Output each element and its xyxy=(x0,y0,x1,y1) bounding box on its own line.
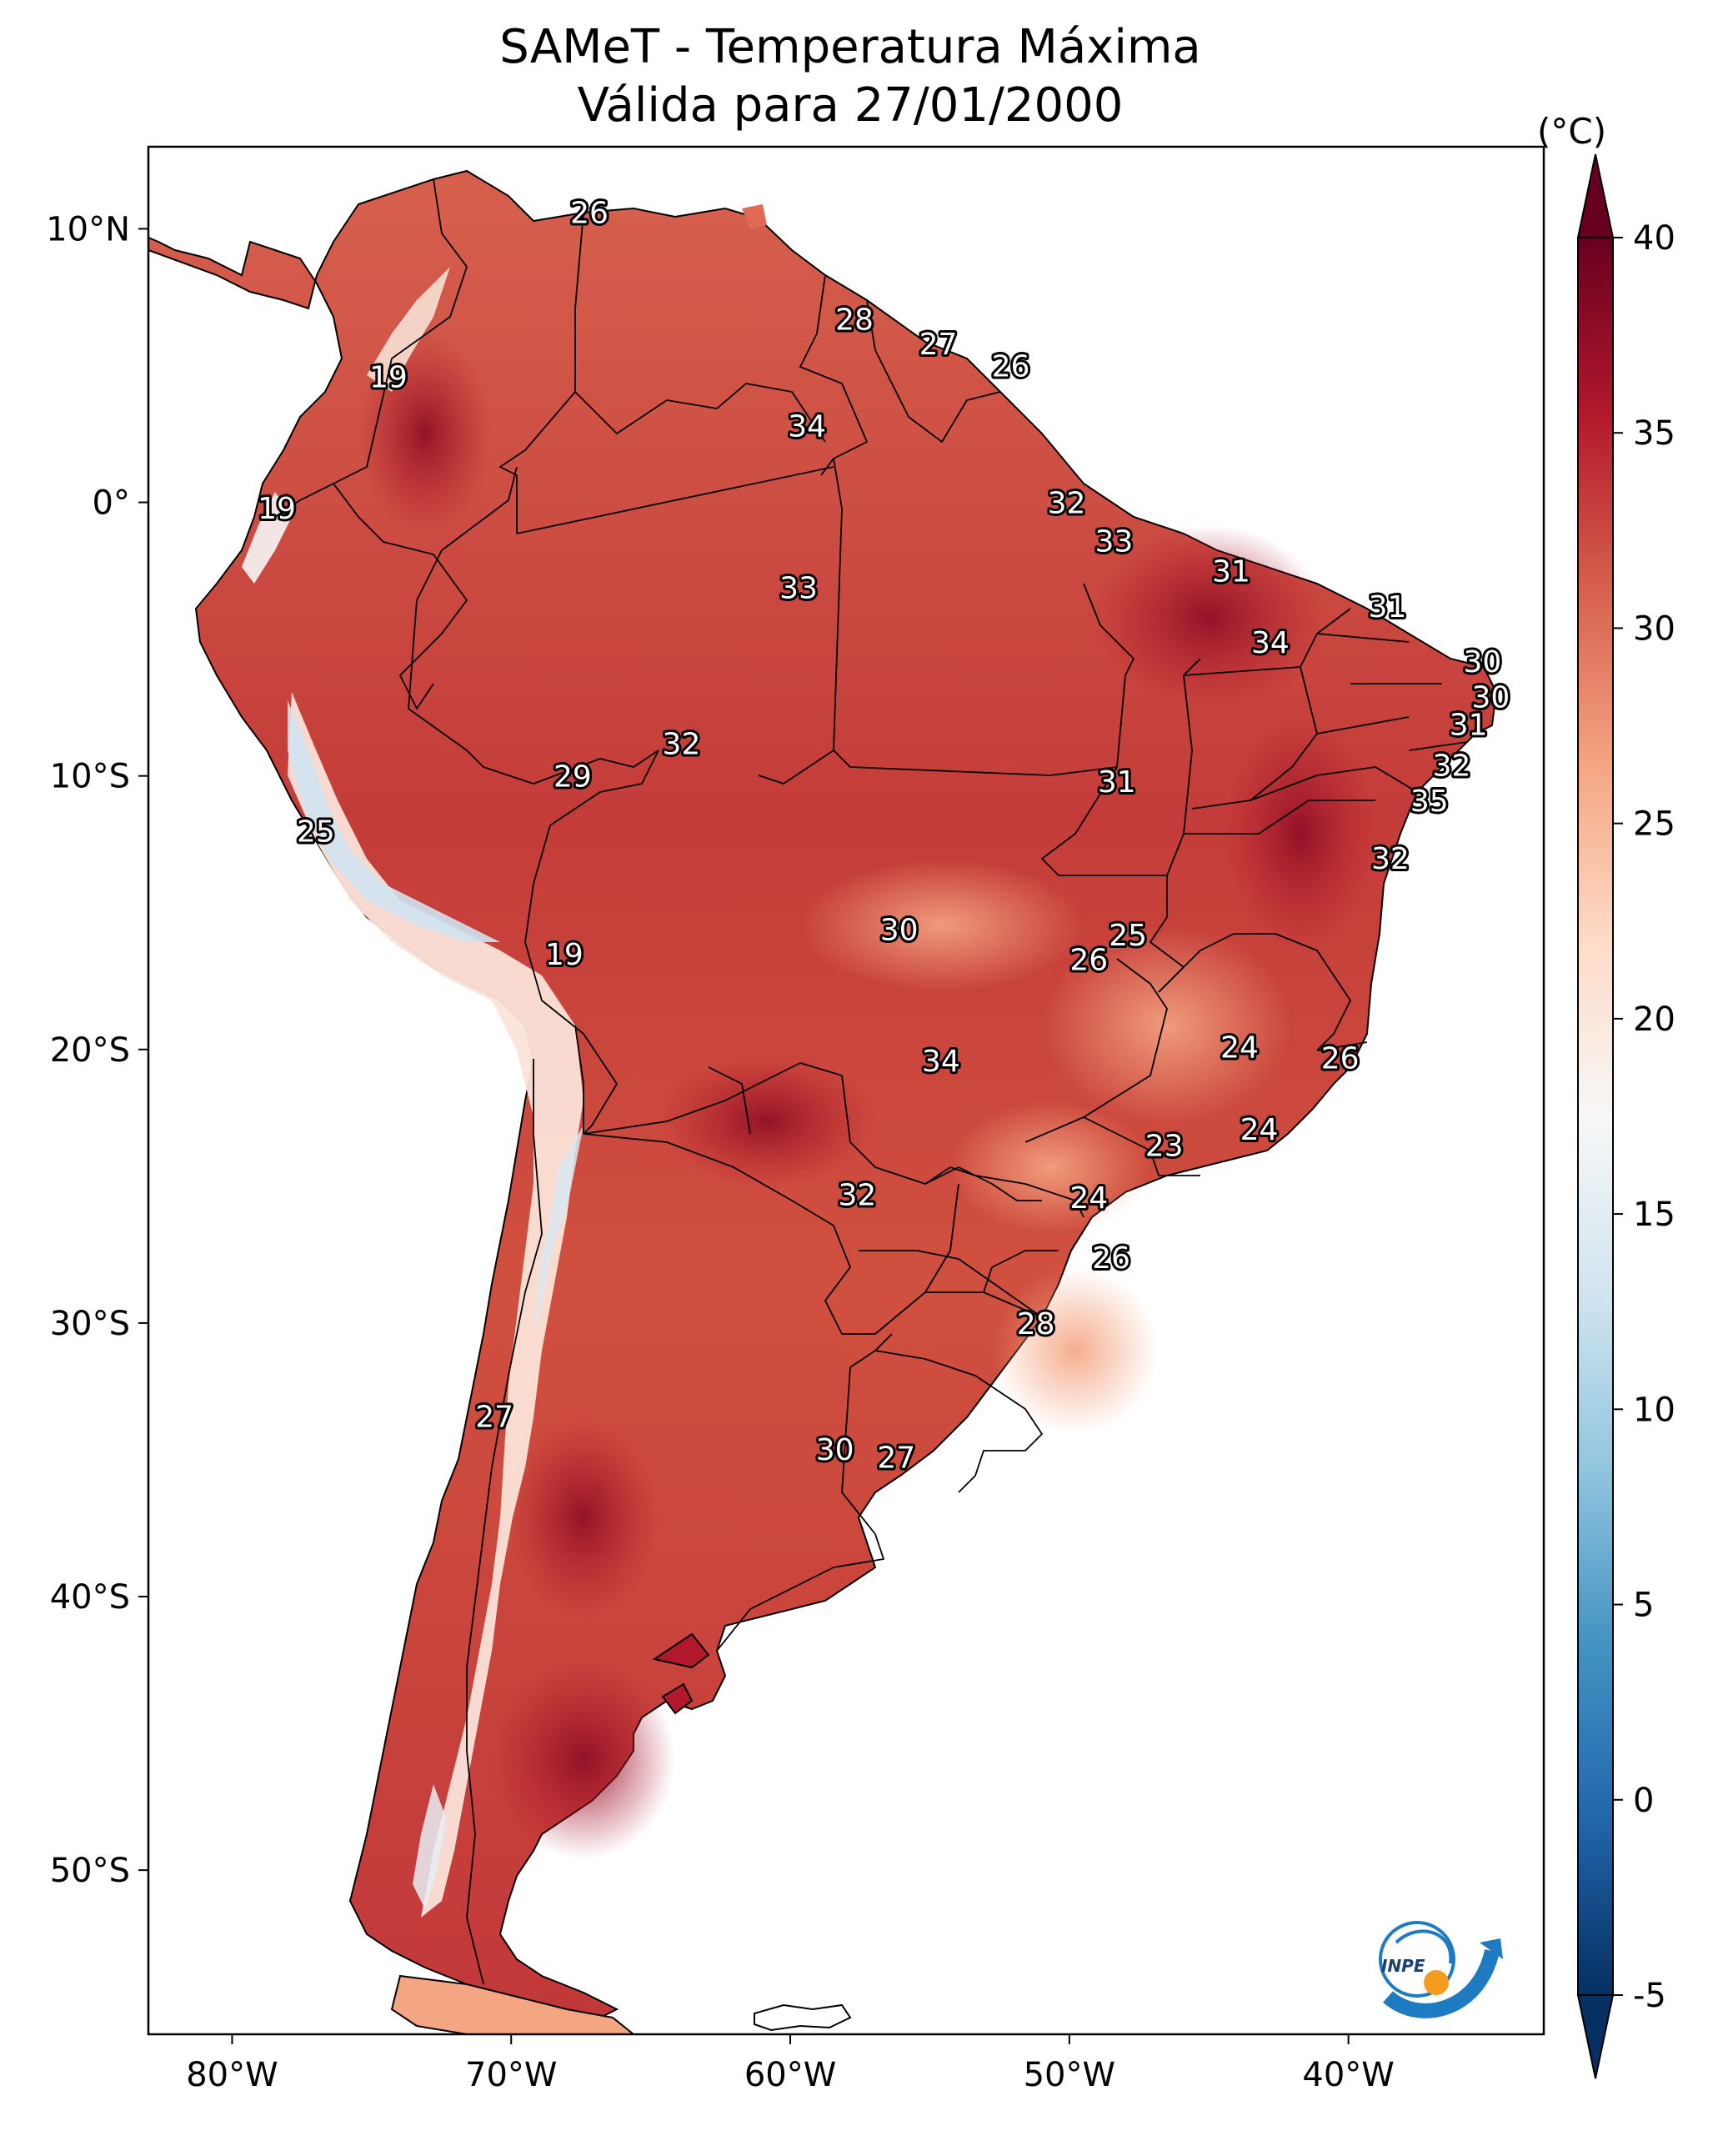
colorbar-unit-label: (°C) xyxy=(1537,111,1606,152)
lon-tick-label: 50°W xyxy=(1024,2056,1115,2094)
lat-tick-label: 20°S xyxy=(50,1031,130,1070)
andes-snow-band xyxy=(288,700,500,942)
lat-tick-label: 30°S xyxy=(50,1305,130,1343)
colorbar-tick-label: 15 xyxy=(1633,1196,1675,1234)
temperature-label: 31 xyxy=(1098,765,1136,800)
colorbar-tick-label: 40 xyxy=(1633,219,1675,258)
temperature-label: 30 xyxy=(816,1433,854,1467)
lat-tick-label: 0° xyxy=(93,484,130,523)
temperature-label: 32 xyxy=(663,727,701,761)
lat-tick-label: 40°S xyxy=(50,1578,130,1617)
lon-tick-label: 40°W xyxy=(1302,2056,1394,2094)
colorbar-bar xyxy=(1577,237,1614,1996)
temperature-label: 26 xyxy=(570,197,609,231)
temperature-label: 31 xyxy=(1450,708,1488,742)
temperature-label: 25 xyxy=(1109,919,1147,953)
temperature-label: 26 xyxy=(1069,944,1108,978)
lon-tick-label: 60°W xyxy=(744,2056,836,2094)
latitude-axis: 10°N 0° 10°S 20°S 30°S 40°S 50°S xyxy=(46,210,148,1890)
temperature-label: 32 xyxy=(1048,487,1086,521)
colorbar-tick-label: 35 xyxy=(1633,414,1675,453)
lat-tick-label: 10°S xyxy=(50,758,130,796)
trinidad-island xyxy=(742,204,767,229)
temperature-label: 30 xyxy=(880,913,919,947)
temperature-label: 32 xyxy=(1371,842,1410,876)
lon-tick-label: 70°W xyxy=(465,2056,557,2094)
colorbar-tick-label: 10 xyxy=(1633,1391,1675,1429)
longitude-axis: 80°W 70°W 60°W 50°W 40°W xyxy=(186,2034,1395,2094)
land-layer xyxy=(148,169,1498,2035)
temperature-label: 30 xyxy=(1463,645,1501,679)
temperature-label: 19 xyxy=(369,361,408,395)
map-title: SAMeT - Temperatura Máxima Válida para 2… xyxy=(150,18,1550,135)
map-frame xyxy=(147,145,1545,2036)
colorbar-tick-label: -5 xyxy=(1633,1977,1666,2015)
temperature-label: 27 xyxy=(877,1442,915,1476)
title-line-1: SAMeT - Temperatura Máxima xyxy=(499,20,1201,74)
colorbar-tick-label: 0 xyxy=(1633,1782,1654,1820)
lat-tick-label: 50°S xyxy=(50,1852,130,1890)
temperature-label: 28 xyxy=(835,303,874,338)
colorbar-lower-extension xyxy=(1576,1994,1615,2079)
temperature-label: 33 xyxy=(779,571,818,605)
andes-cool-band xyxy=(288,692,584,1918)
inpe-logo-orange-dot xyxy=(1424,1970,1449,1995)
temperature-label: 27 xyxy=(475,1400,513,1434)
temperature-label: 26 xyxy=(992,349,1030,384)
temperature-label: 26 xyxy=(1092,1241,1130,1276)
temperature-label: 24 xyxy=(1240,1113,1279,1147)
colorbar-tick-label: 30 xyxy=(1633,609,1675,648)
inpe-logo: INPE xyxy=(1379,1921,1503,2018)
temperature-label: 24 xyxy=(1220,1031,1259,1065)
temperature-label: 19 xyxy=(545,938,584,972)
inpe-logo-text: INPE xyxy=(1381,1956,1425,1976)
temperature-label: 31 xyxy=(1369,590,1407,624)
temperature-label: 25 xyxy=(297,815,335,849)
colorbar-tick-label: 25 xyxy=(1633,805,1675,844)
temperature-label: 24 xyxy=(1069,1181,1108,1216)
temperature-label: 32 xyxy=(838,1179,876,1213)
temperature-label: 34 xyxy=(788,410,826,444)
temperature-label: 31 xyxy=(1212,555,1250,589)
colorbar-upper-extension xyxy=(1576,153,1615,238)
temperature-label: 34 xyxy=(922,1045,960,1079)
lat-tick-label: 10°N xyxy=(46,210,130,248)
temperature-label: 28 xyxy=(1017,1307,1055,1341)
colorbar-tick-label: 5 xyxy=(1633,1587,1654,1625)
title-line-2: Válida para 27/01/2000 xyxy=(577,78,1124,133)
colorbar-ticks: -5 0 5 10 15 20 25 30 35 40 xyxy=(1613,219,1675,2015)
country-borders xyxy=(274,178,1468,1985)
colorbar: (°C) -5 0 5 10 15 20 25 30 35 40 xyxy=(1537,111,1675,2079)
temperature-label: 29 xyxy=(553,760,592,795)
temperature-label: 35 xyxy=(1410,785,1449,819)
temperature-label: 32 xyxy=(1433,750,1471,784)
temperature-label: 26 xyxy=(1321,1042,1360,1076)
temperature-label: 33 xyxy=(1095,524,1134,559)
temperature-label: 23 xyxy=(1145,1130,1184,1164)
temperature-label: 27 xyxy=(919,328,958,362)
temperature-label: 30 xyxy=(1471,681,1510,715)
colorbar-tick-label: 20 xyxy=(1633,1000,1675,1039)
temperature-label: 19 xyxy=(258,492,296,526)
temperature-label: 34 xyxy=(1251,626,1290,660)
lon-tick-label: 80°W xyxy=(186,2056,278,2094)
falklands-island xyxy=(754,2003,852,2032)
